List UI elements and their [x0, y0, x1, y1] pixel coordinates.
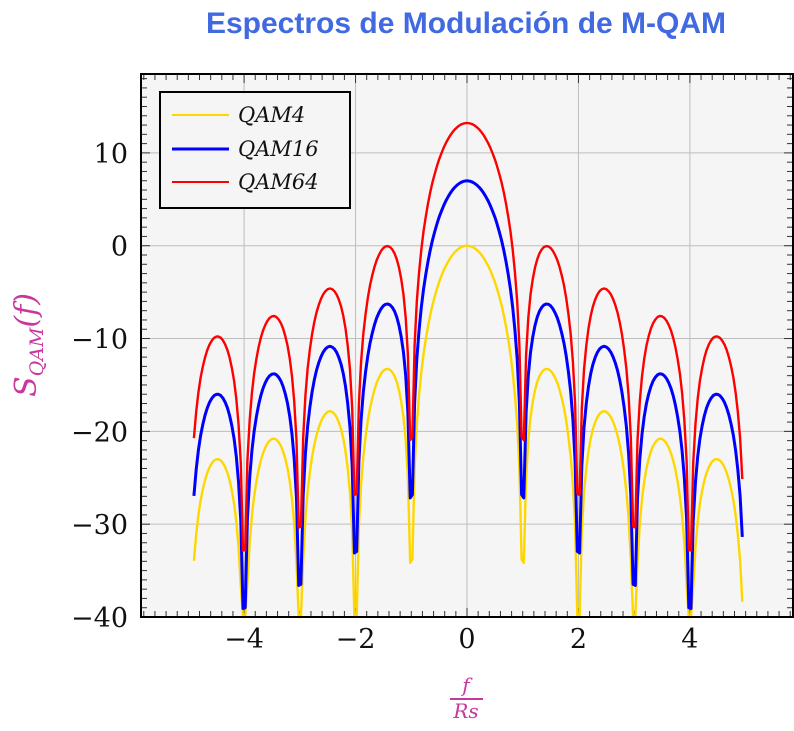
- y-tick-label: −20: [71, 417, 128, 448]
- y-tick-label: −10: [71, 325, 128, 356]
- x-tick-label: −4: [224, 624, 264, 655]
- plot-frame: [140, 73, 794, 618]
- series-line-qam64: [192, 121, 744, 552]
- x-label-denominator: Rs: [452, 699, 478, 723]
- x-tick-label: 2: [570, 624, 587, 655]
- series-line-qam16: [192, 179, 744, 610]
- series-line-qam4: [192, 244, 744, 619]
- x-tick-labels: −4 −2 0 2 4: [224, 624, 698, 655]
- legend-label-qam16: QAM16: [238, 137, 319, 161]
- y-tick-label: 10: [94, 139, 128, 170]
- svg-text:SQAM(f): SQAM(f): [9, 293, 48, 397]
- y-label-main: S: [9, 376, 44, 397]
- x-tick-label: −2: [336, 624, 376, 655]
- x-tick-label: 4: [681, 624, 698, 655]
- x-tick-label: 0: [458, 624, 475, 655]
- legend-label-qam4: QAM4: [238, 103, 305, 127]
- y-label-arg: (f): [9, 293, 44, 328]
- y-tick-label: −40: [71, 603, 128, 634]
- y-tick-labels: −40 −30 −20 −10 0 10: [71, 139, 128, 634]
- y-tick-label: −30: [71, 510, 128, 541]
- chart-title: Espectros de Modulación de M-QAM: [206, 7, 726, 40]
- series-lines: [192, 121, 744, 619]
- y-axis-label: SQAM(f): [9, 293, 48, 397]
- x-label-numerator: f: [460, 673, 473, 697]
- x-axis-label: f Rs: [450, 673, 483, 723]
- legend: QAM4 QAM16 QAM64: [159, 91, 351, 209]
- y-label-sub: QAM: [26, 327, 48, 376]
- legend-label-qam64: QAM64: [238, 170, 319, 194]
- y-tick-label: 0: [111, 232, 128, 263]
